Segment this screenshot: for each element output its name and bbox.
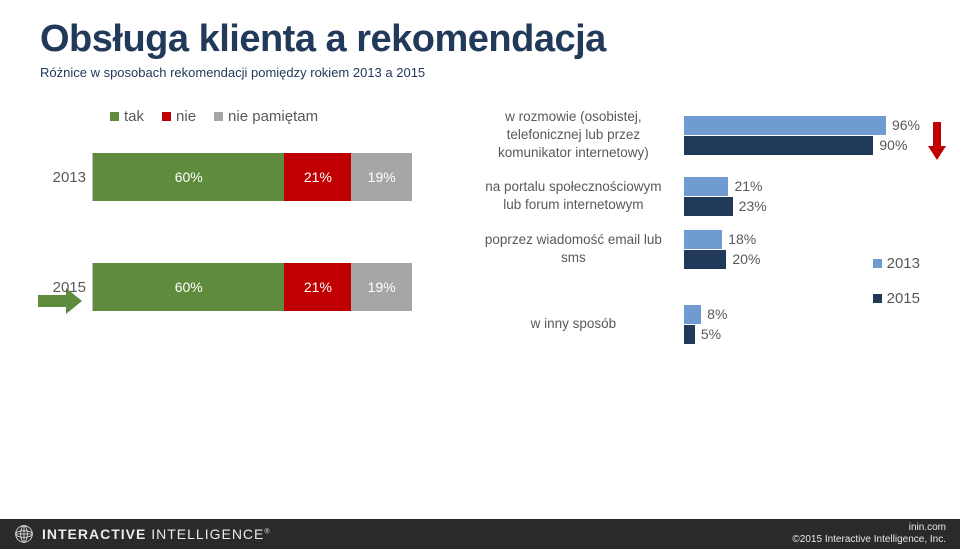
bar-value-label: 23%	[739, 198, 767, 214]
bars-cell: 21%23%	[684, 177, 920, 216]
bar-segment: 60%	[93, 263, 284, 311]
bar-segment: 21%	[284, 153, 351, 201]
bar-segment: 19%	[351, 153, 412, 201]
bar-with-label: 90%	[684, 136, 920, 155]
bar-value-label: 96%	[892, 117, 920, 133]
bar-value-label: 8%	[707, 306, 727, 322]
legend-item: 2013	[873, 255, 920, 272]
bar-with-label: 5%	[684, 325, 920, 344]
left-chart: 2013 60% 21% 19% 2015 60%	[40, 153, 454, 311]
bar-with-label: 8%	[684, 305, 920, 324]
bar-group: 8%5%	[684, 305, 920, 344]
right-bar-row: w rozmowie (osobistej, telefonicznej lub…	[474, 108, 920, 163]
bar-value-label: 90%	[879, 137, 907, 153]
left-bar-row: 2015 60% 21% 19%	[92, 263, 454, 311]
brand: INTERACTIVE INTELLIGENCE®	[14, 524, 271, 544]
category-label: w inny sposób	[474, 315, 684, 333]
arrow-down-icon	[928, 122, 946, 160]
year-label: 2015	[40, 279, 86, 296]
legend-swatch	[873, 259, 882, 268]
registered-mark: ®	[264, 528, 270, 535]
category-label: poprzez wiadomość email lub sms	[474, 231, 684, 267]
bar-group: 96%90%	[684, 116, 920, 155]
bar	[684, 136, 873, 155]
bar	[684, 197, 732, 216]
bar	[684, 116, 886, 135]
bar-group: 21%23%	[684, 177, 920, 216]
slide: Obsługa klienta a rekomendacja Różnice w…	[0, 0, 960, 549]
bar-with-label: 96%	[684, 116, 920, 135]
bars-cell: 8%5%	[684, 305, 920, 344]
copyright: ©2015 Interactive Intelligence, Inc.	[792, 534, 946, 546]
page-subtitle: Różnice w sposobach rekomendacji pomiędz…	[40, 65, 920, 80]
bar-segment: 60%	[93, 153, 284, 201]
legend-label: 2013	[887, 255, 920, 272]
bar-with-label: 21%	[684, 177, 920, 196]
bar-value-label: 20%	[732, 251, 760, 267]
brand-light: INTELLIGENCE	[151, 526, 264, 542]
legend-label: nie	[176, 108, 196, 125]
right-legend: 2013 2015	[873, 255, 920, 307]
left-bar-row: 2013 60% 21% 19%	[92, 153, 454, 201]
bar-with-label: 18%	[684, 230, 920, 249]
right-bar-row: w inny sposób8%5%	[474, 305, 920, 344]
category-label: na portalu społecznościowym lub forum in…	[474, 178, 684, 214]
bars-cell: 96%90%	[684, 116, 920, 155]
site-url: inin.com	[792, 522, 946, 534]
category-label: w rozmowie (osobistej, telefonicznej lub…	[474, 108, 684, 163]
page-title: Obsługa klienta a rekomendacja	[40, 18, 920, 61]
right-bar-row: poprzez wiadomość email lub sms 18% 20%	[474, 230, 920, 269]
bar	[684, 177, 728, 196]
legend-swatch	[162, 112, 171, 121]
year-label: 2013	[40, 169, 86, 186]
right-bar-row: na portalu społecznościowym lub forum in…	[474, 177, 920, 216]
legend-item: 2015	[873, 290, 920, 307]
left-legend: tak nie nie pamiętam	[110, 108, 454, 125]
bar	[684, 325, 695, 344]
legend-label: tak	[124, 108, 144, 125]
legend-label: nie pamiętam	[228, 108, 318, 125]
legend-item: tak	[110, 108, 144, 125]
legend-item: nie	[162, 108, 196, 125]
bar-with-label: 23%	[684, 197, 920, 216]
right-chart: w rozmowie (osobistej, telefonicznej lub…	[474, 108, 920, 344]
bar-segment: 19%	[351, 263, 412, 311]
bar-segment: 21%	[284, 263, 351, 311]
legend-swatch	[873, 294, 882, 303]
bar-value-label: 18%	[728, 231, 756, 247]
globe-icon	[14, 524, 34, 544]
bar-value-label: 21%	[734, 178, 762, 194]
bar	[684, 305, 701, 324]
right-panel: w rozmowie (osobistej, telefonicznej lub…	[474, 108, 920, 373]
bar-value-label: 5%	[701, 326, 721, 342]
content-row: tak nie nie pamiętam 2013 60% 21%	[40, 108, 920, 373]
bar	[684, 250, 726, 269]
stacked-bar: 60% 21% 19%	[92, 153, 412, 201]
left-panel: tak nie nie pamiętam 2013 60% 21%	[40, 108, 454, 373]
footer-bar: INTERACTIVE INTELLIGENCE® inin.com ©2015…	[0, 519, 960, 549]
bar	[684, 230, 722, 249]
legend-swatch	[110, 112, 119, 121]
legend-item: nie pamiętam	[214, 108, 318, 125]
legend-label: 2015	[887, 290, 920, 307]
stacked-bar: 60% 21% 19%	[92, 263, 412, 311]
brand-strong: INTERACTIVE	[42, 526, 146, 542]
legend-swatch	[214, 112, 223, 121]
footer-right: inin.com ©2015 Interactive Intelligence,…	[792, 522, 946, 546]
brand-text: INTERACTIVE INTELLIGENCE®	[42, 526, 271, 542]
